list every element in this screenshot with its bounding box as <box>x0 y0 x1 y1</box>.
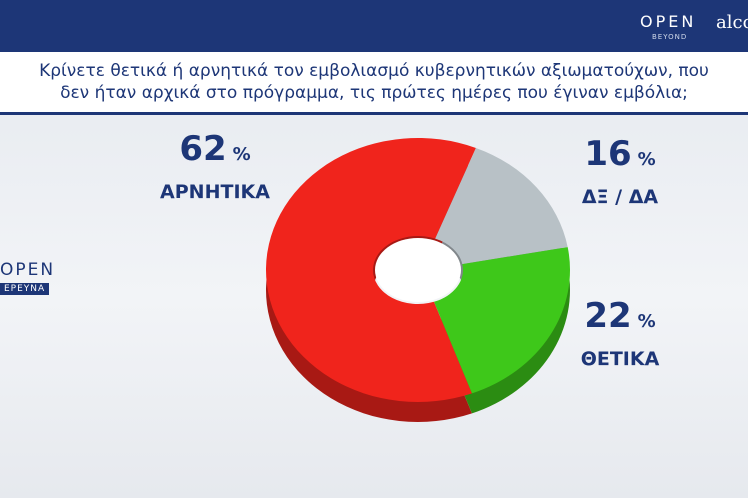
slice <box>433 247 570 394</box>
category-label: ΘΕΤΙΚΑ <box>581 348 660 370</box>
value-label: 62% <box>179 129 250 169</box>
value-number: 22 <box>584 296 631 336</box>
channel-tagline: BEYOND <box>652 33 688 41</box>
donut-hole <box>375 238 461 302</box>
value-label: 22% <box>584 296 655 336</box>
value-label: 16% <box>584 134 655 174</box>
category-label: ΑΡΝΗΤΙΚΑ <box>160 181 270 203</box>
channel-logo: OPEN <box>640 12 697 31</box>
slice <box>435 147 568 265</box>
value-number: 62 <box>179 129 226 169</box>
slice <box>266 138 476 403</box>
value-unit: % <box>638 149 656 170</box>
value-unit: % <box>638 311 656 332</box>
value-unit: % <box>233 144 251 165</box>
category-label: ΔΞ / ΔΑ <box>582 186 659 208</box>
side-logo: OPEN <box>0 260 56 280</box>
pollster-logo: alco <box>716 12 748 33</box>
chart-title: Κρίνετε θετικά ή αρνητικά τον εμβολιασμό… <box>39 61 709 103</box>
side-logo-sub: ΕΡΕΥΝΑ <box>0 283 50 295</box>
top-bar: OPEN BEYOND alco <box>0 0 748 52</box>
title-box: Κρίνετε θετικά ή αρνητικά τον εμβολιασμό… <box>0 52 748 115</box>
value-number: 16 <box>584 134 631 174</box>
